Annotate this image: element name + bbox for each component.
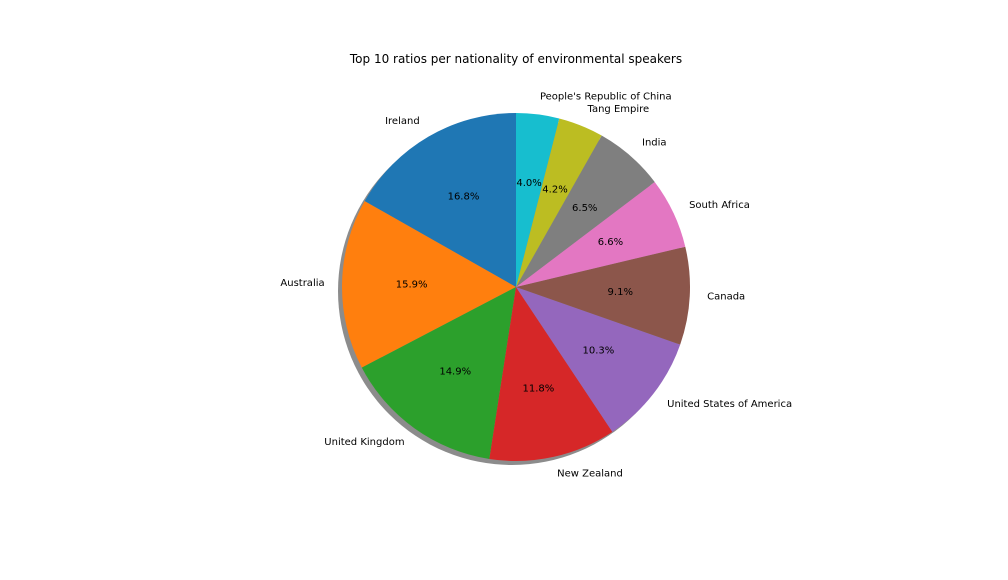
pie-slice-tang-empire	[516, 118, 602, 288]
category-labels: Ireland Australia United Kingdom New Zealan…	[280, 92, 792, 480]
pct-label-people-s-republic-of-china: 4.0%	[516, 178, 541, 189]
slice-label-tang-empire: Tang Empire	[587, 104, 650, 115]
percentage-labels: 16.8% 15.9% 14.9% 11.8% 10.3% 9.1% 6.6% 6.5% 4.2…	[396, 178, 633, 395]
slice-label-australia: Australia	[280, 278, 324, 289]
slice-label-south-africa: South Africa	[689, 200, 750, 211]
pie-slice-united-kingdom	[361, 287, 516, 459]
pct-label-india: 6.5%	[572, 203, 597, 214]
slice-label-new-zealand: New Zealand	[557, 468, 623, 479]
slice-label-ireland: Ireland	[385, 116, 420, 127]
slice-label-india: India	[642, 137, 667, 148]
slice-label-canada: Canada	[707, 291, 745, 302]
pie-slice-united-states-of-america	[516, 287, 681, 432]
pct-label-united-states-of-america: 10.3%	[583, 346, 615, 357]
pct-label-canada: 9.1%	[608, 287, 633, 298]
pct-label-australia: 15.9%	[396, 280, 428, 291]
pie-slice-australia	[341, 201, 516, 368]
slice-label-united-kingdom: United Kingdom	[324, 437, 404, 448]
pct-label-ireland: 16.8%	[448, 191, 480, 202]
pie-slice-canada	[516, 246, 691, 345]
pie-slice-new-zealand	[489, 287, 613, 462]
pie-slice-people-s-republic-of-china	[516, 113, 560, 287]
pct-label-united-kingdom: 14.9%	[439, 366, 471, 377]
pie-slice-south-africa	[516, 181, 686, 287]
pct-label-tang-empire: 4.2%	[542, 185, 567, 196]
pct-label-south-africa: 6.6%	[598, 237, 623, 248]
pie-slice-ireland	[364, 113, 516, 287]
chart-title: Top 10 ratios per nationality of environ…	[349, 52, 682, 66]
pct-label-new-zealand: 11.8%	[523, 383, 555, 394]
slice-layer	[341, 113, 691, 462]
pie-slice-india	[516, 135, 655, 287]
slice-label-united-states-of-america: United States of America	[667, 399, 792, 410]
slice-label-people-s-republic-of-china: People's Republic of China	[540, 92, 672, 103]
